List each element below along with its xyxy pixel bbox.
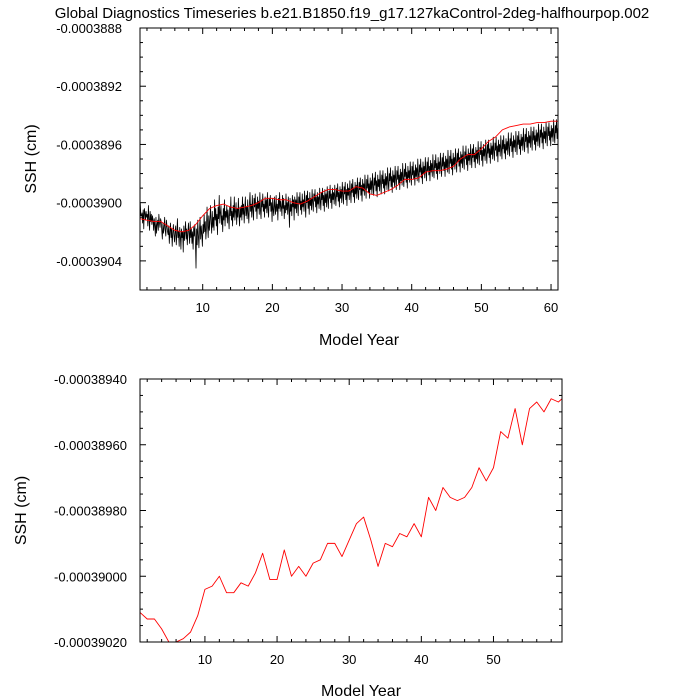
bottom-chart-panel: 10 20 30 40 50 -0.00038940 -0.00038960 -0.00038… [13, 372, 563, 700]
x-tick-label: 20 [270, 652, 284, 667]
x-tick-label: 60 [544, 300, 558, 315]
series-line-annual-mean [140, 398, 562, 642]
y-tick-label: -0.0003888 [56, 21, 122, 36]
y-tick-label: -0.0003896 [56, 137, 122, 152]
x-tick-label: 40 [414, 652, 428, 667]
y-tick-label: -0.00038960 [54, 438, 127, 453]
x-tick-label: 50 [474, 300, 488, 315]
x-tick-label: 30 [335, 300, 349, 315]
top-chart-panel: 10 20 30 40 50 60 -0.0003888 -0.0003892 -0.00038… [23, 21, 559, 349]
y-axis-label: SSH (cm) [23, 124, 40, 193]
y-tick-label: -0.0003892 [56, 79, 122, 94]
plot-frame [139, 378, 563, 643]
figure-title: Global Diagnostics Timeseries b.e21.B185… [55, 5, 650, 22]
x-tick-label: 40 [404, 300, 418, 315]
y-tick-label: -0.00039000 [54, 569, 127, 584]
series-line-annual-mean-smoothed- [140, 120, 558, 233]
x-tick-label: 10 [195, 300, 209, 315]
x-axis-label: Model Year [319, 332, 400, 349]
series-group [140, 119, 558, 269]
series-group [140, 398, 562, 642]
y-tick-label: -0.0003904 [56, 254, 122, 269]
x-axis-label: Model Year [321, 683, 402, 700]
x-tick-label: 50 [486, 652, 500, 667]
plot-frame [139, 27, 559, 291]
x-tick-label: 20 [265, 300, 279, 315]
series-line-monthly [140, 119, 558, 269]
x-tick-label: 30 [342, 652, 356, 667]
y-axis-label: SSH (cm) [13, 476, 30, 545]
y-tick-label: -0.00038980 [54, 504, 127, 519]
y-tick-label: -0.00039020 [54, 635, 127, 650]
x-tick-label: 10 [198, 652, 212, 667]
y-tick-label: -0.00038940 [54, 372, 127, 387]
y-tick-label: -0.0003900 [56, 196, 122, 211]
